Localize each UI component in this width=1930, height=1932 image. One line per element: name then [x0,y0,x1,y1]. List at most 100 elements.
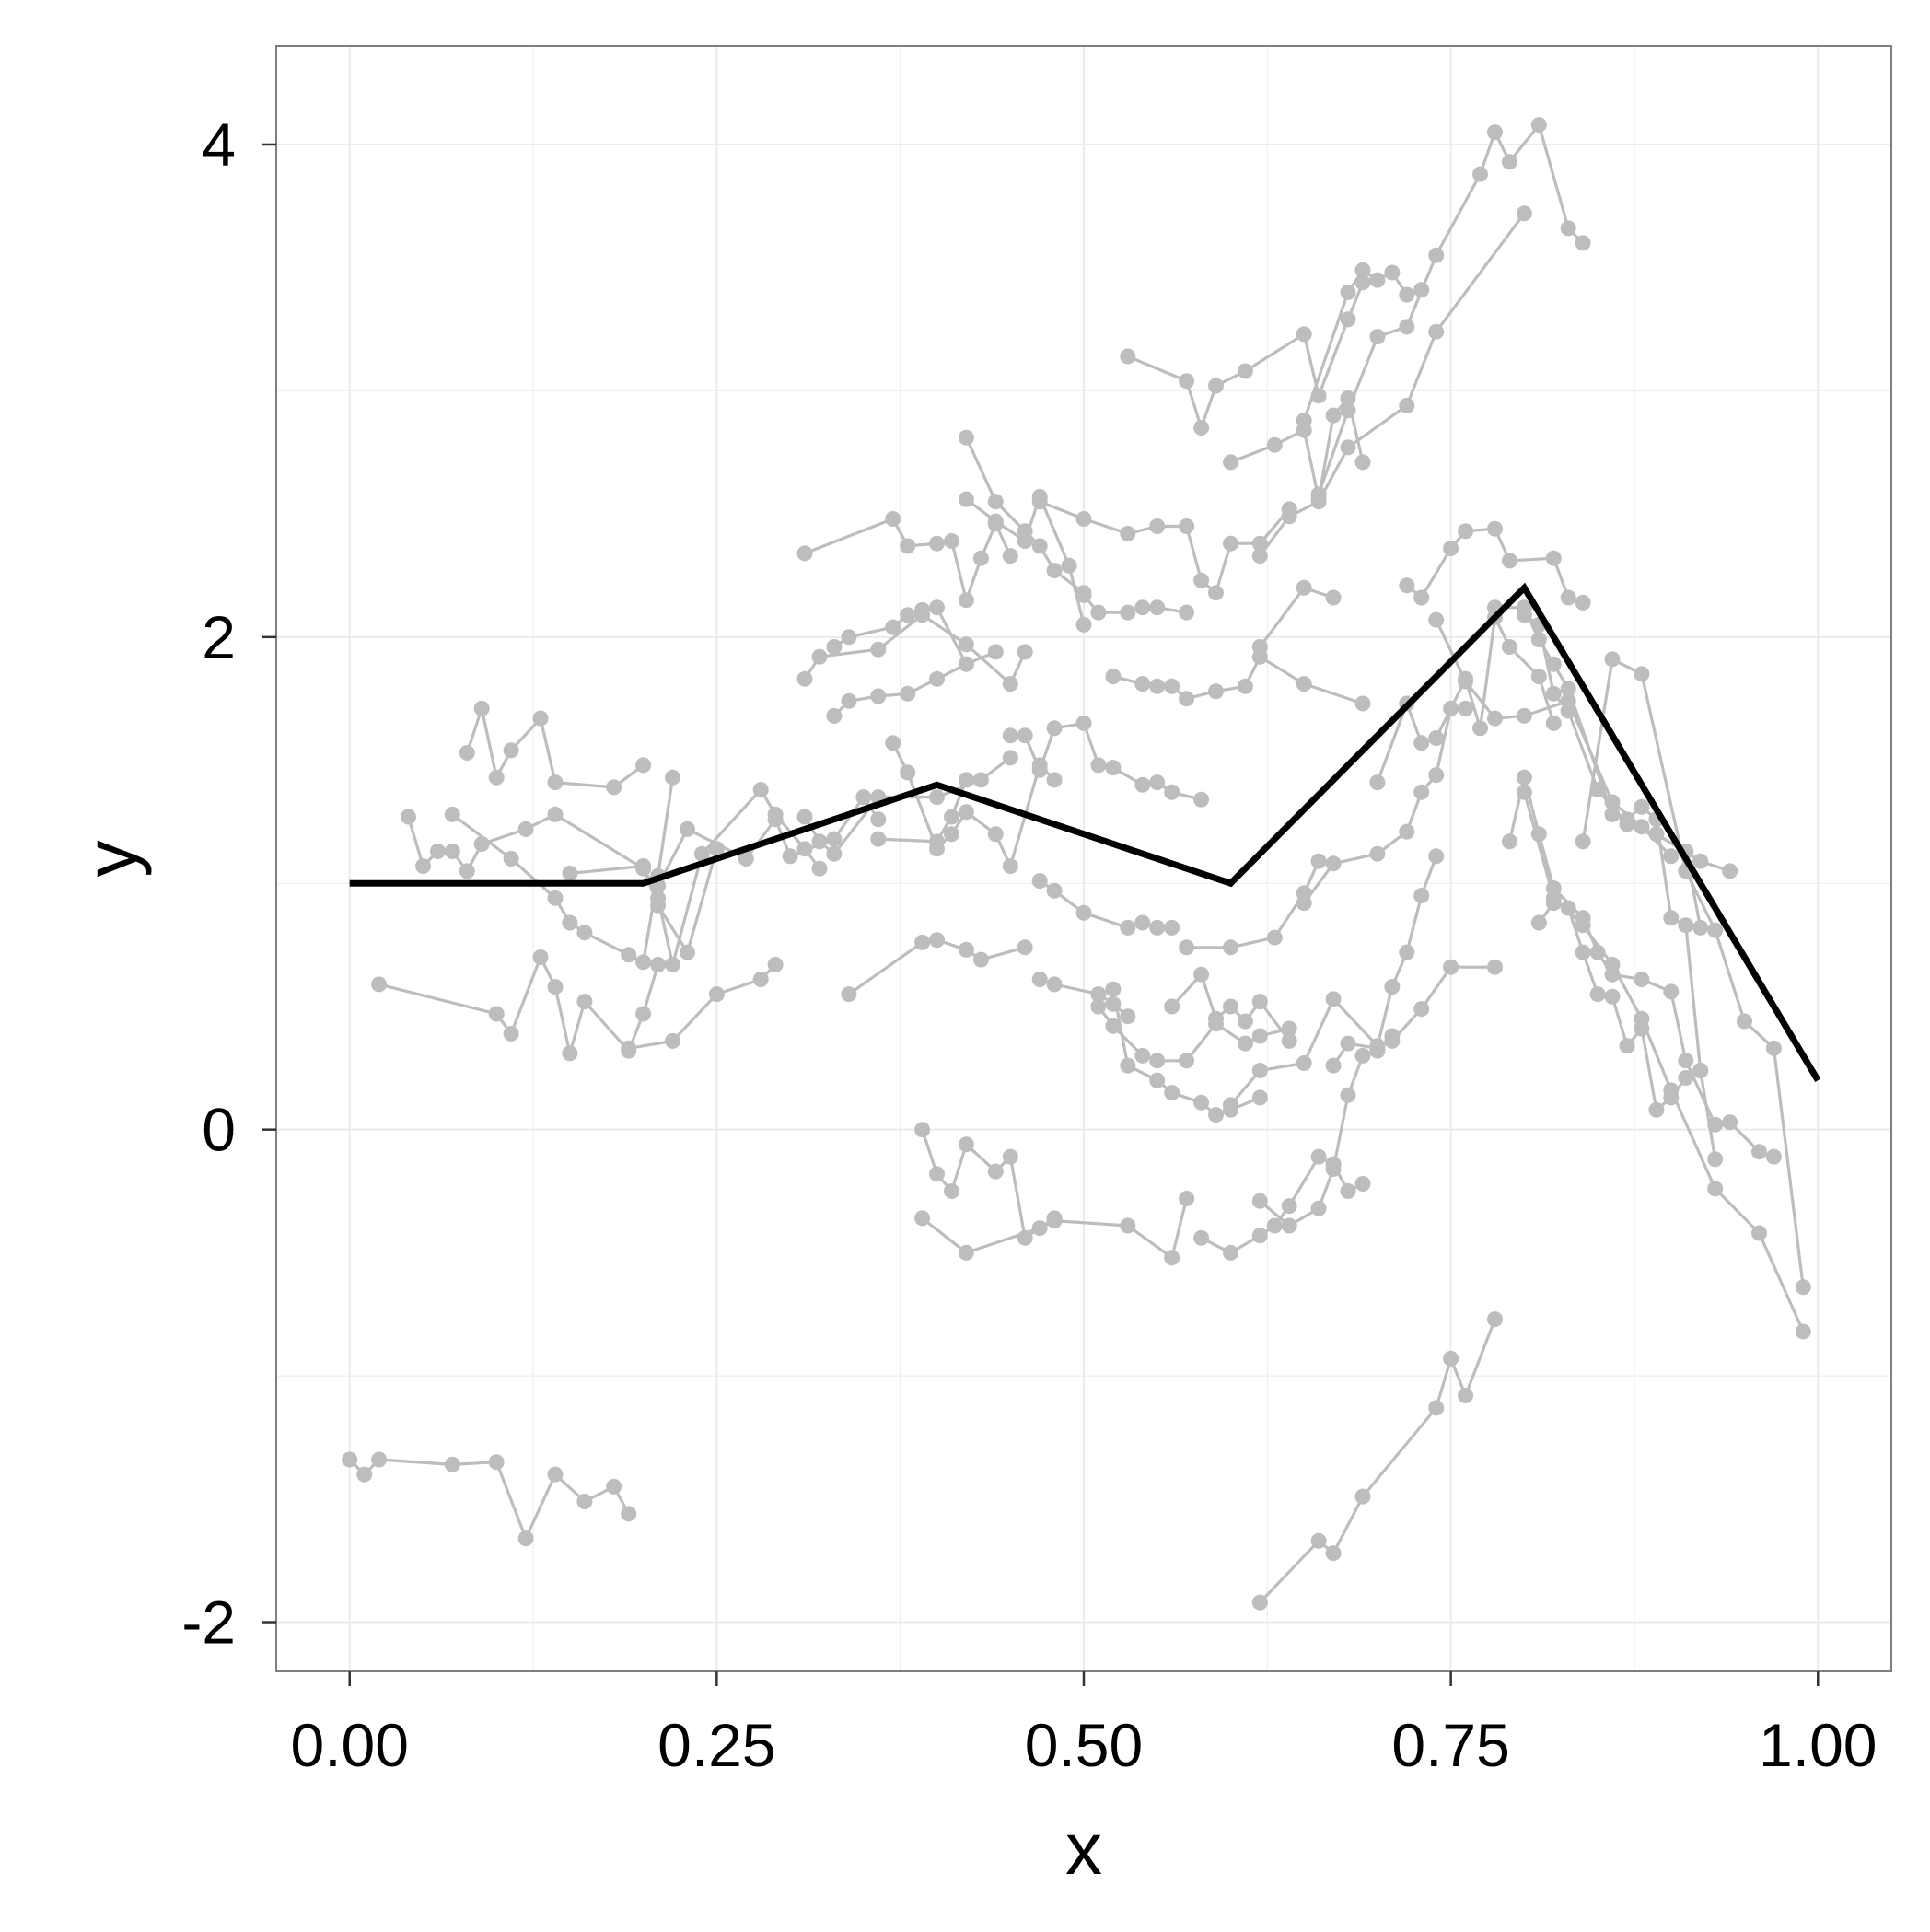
trajectory-point [576,925,593,941]
trajectory-point [1149,1053,1166,1069]
trajectory-point [1251,1089,1268,1106]
trajectory-point [680,821,695,837]
trajectory-point [1369,329,1386,345]
trajectory-point [1428,848,1445,865]
trajectory-point [1589,986,1606,1003]
trajectory-point [870,831,887,847]
trajectory-point [708,986,725,1003]
trajectory-point [1458,1388,1474,1403]
trajectory-point [1031,494,1048,510]
trajectory-point [1354,1176,1371,1192]
trajectory-25 [1223,390,1371,507]
trajectory-point [1516,707,1532,724]
trajectory-point [1399,944,1415,960]
trajectory-point [914,934,931,950]
trajectory-point [1413,735,1430,751]
trajectory-point [562,866,578,881]
trajectory-point [1692,919,1709,936]
trajectory-point [1428,1400,1445,1416]
trajectory-point [1179,691,1195,707]
trajectory-point [1501,553,1517,569]
trajectory-point [1090,757,1107,774]
trajectory-point [562,914,578,931]
trajectory-point [972,772,989,788]
trajectory-point [987,494,1004,510]
trajectory-point [1692,853,1709,869]
trajectory-point [1193,1229,1210,1246]
trajectory-point [1678,1070,1694,1086]
trajectory-point [1031,538,1048,554]
trajectory-point [1296,579,1312,596]
trajectory-point [1634,972,1650,987]
trajectory-point [1722,1114,1738,1131]
trajectory-point [1663,910,1680,926]
trajectory-point [1090,604,1107,621]
trajectory-point [1413,888,1430,904]
trajectory-point [693,845,710,862]
trajectory-point [1105,1018,1122,1034]
trajectory-4 [459,700,652,796]
trajectory-point [811,833,828,850]
trajectory-point [1619,816,1635,832]
y-axis-title: y [70,841,152,878]
trajectory-point [1413,784,1430,800]
trajectory-point [1428,767,1445,784]
trajectory-point [1795,1323,1811,1340]
trajectory-point [1487,710,1503,727]
trajectory-line [378,955,660,1055]
trajectory-point [1663,983,1680,1000]
trajectory-point [1266,929,1283,946]
trajectory-point [1399,823,1415,840]
trajectory-24 [1120,274,1371,436]
trajectory-point [958,772,974,788]
trajectory-38 [1193,1148,1371,1261]
trajectory-point [371,1451,388,1468]
trajectory-point [1310,494,1327,510]
trajectory-point [1354,695,1371,712]
trajectory-point [1765,1148,1782,1165]
trajectory-point [1120,919,1136,936]
trajectory-point [1017,533,1033,549]
trajectory-point [796,809,813,825]
trajectory-30 [1105,648,1371,712]
trajectory-point [1120,1057,1136,1074]
trajectory-line [1376,615,1555,784]
trajectory-point [650,957,667,972]
trajectory-point [444,806,460,822]
trajectory-point [1501,833,1517,850]
trajectory-point [1530,117,1547,134]
trajectory-point [1149,678,1166,694]
trajectory-point [1458,523,1474,540]
trajectory-point [1164,998,1180,1015]
trajectory-point [826,845,843,862]
trajectory-point [576,1494,593,1509]
trajectory-point [870,641,887,658]
trajectory-point [1296,676,1312,692]
trajectory-point [1046,772,1063,788]
trajectory-point [1134,776,1151,793]
x-tick-label: 0.75 [1391,1711,1509,1779]
trajectory-point [371,976,388,993]
trajectory-point [606,779,622,796]
trajectory-point [1208,1107,1224,1123]
trajectory-point [1399,397,1415,413]
trajectory-point [1002,858,1018,874]
trajectory-point [1120,1217,1136,1234]
trajectory-point [1105,760,1122,776]
trajectory-point [1399,319,1415,335]
trajectory-41 [1296,700,1474,912]
trajectory-point [1090,986,1107,1003]
trajectory-point [1707,922,1724,938]
trajectory-point [1458,700,1474,716]
trajectory-point [1251,1594,1268,1611]
trajectory-point [1193,572,1210,588]
trajectory-point [914,601,931,618]
trajectory-point [1281,1217,1297,1234]
trajectory-point [1310,1532,1327,1549]
trajectory-point [1017,939,1033,956]
trajectory-42 [1325,959,1503,1074]
trajectory-point [1589,782,1606,798]
trajectory-point [1223,454,1238,471]
trajectory-point [415,858,431,874]
mean-line-layer [349,582,1821,1082]
